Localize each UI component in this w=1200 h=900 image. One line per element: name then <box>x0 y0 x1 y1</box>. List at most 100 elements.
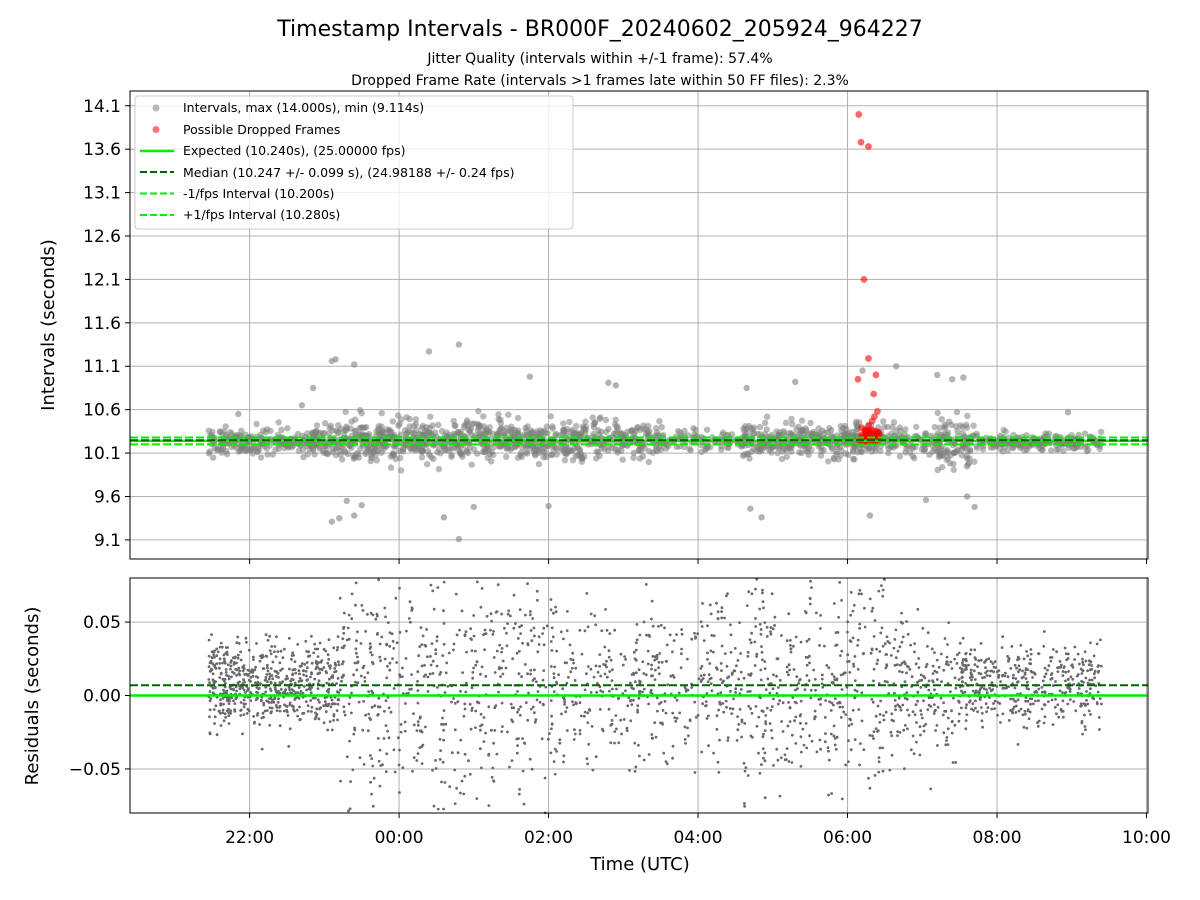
interval-point <box>423 424 430 431</box>
residual-point <box>1022 657 1026 661</box>
residual-point <box>818 644 821 647</box>
residual-point <box>945 655 949 659</box>
residual-point <box>759 632 763 636</box>
residual-point <box>510 759 514 762</box>
residual-point <box>231 670 234 674</box>
residual-point <box>443 691 447 694</box>
residual-point <box>475 797 479 800</box>
residual-point <box>799 713 803 716</box>
residual-point <box>894 704 897 708</box>
residual-point <box>1089 713 1092 716</box>
residual-point <box>723 652 727 655</box>
residual-point <box>444 671 448 675</box>
residual-point <box>803 688 807 692</box>
residual-point <box>316 647 320 651</box>
residual-point <box>273 645 277 648</box>
residual-point <box>852 665 856 668</box>
residual-point <box>382 737 386 740</box>
residual-point <box>933 651 936 654</box>
interval-point <box>263 445 270 452</box>
residual-point <box>979 672 983 676</box>
residual-point <box>549 640 553 643</box>
interval-point <box>943 456 950 463</box>
residual-point <box>672 639 676 642</box>
residual-point <box>770 729 773 732</box>
residual-point <box>969 668 973 672</box>
residual-point <box>604 608 607 611</box>
interval-point <box>343 497 350 505</box>
residual-point <box>288 701 292 705</box>
residual-point <box>885 663 888 666</box>
residual-point <box>491 766 495 770</box>
interval-point <box>484 454 491 462</box>
residual-point <box>991 662 995 665</box>
residual-point <box>628 681 632 685</box>
residual-point <box>313 642 317 646</box>
residual-point <box>357 700 361 704</box>
residual-point <box>903 680 907 683</box>
residual-point <box>291 651 295 655</box>
residual-point <box>802 743 806 747</box>
residual-point <box>1061 670 1065 673</box>
residual-point <box>1043 715 1047 719</box>
residual-point <box>378 655 382 659</box>
residual-point <box>310 661 314 665</box>
interval-point <box>450 417 457 425</box>
residual-point <box>875 662 879 666</box>
interval-point <box>652 446 660 454</box>
residual-point <box>363 676 367 679</box>
residual-point <box>496 583 500 587</box>
residual-point <box>519 632 522 635</box>
residual-point <box>934 729 937 732</box>
residual-point <box>827 793 830 797</box>
interval-point <box>922 430 930 438</box>
residual-point <box>441 654 445 657</box>
residual-point <box>725 705 728 709</box>
residual-point <box>219 672 223 676</box>
residual-point <box>884 666 888 670</box>
interval-point <box>718 446 725 453</box>
residual-point <box>872 737 875 740</box>
residual-point <box>407 617 411 620</box>
residual-point <box>633 680 637 684</box>
y-tick-label: 11.6 <box>83 314 121 334</box>
residual-point <box>263 709 267 713</box>
residual-point <box>336 702 340 706</box>
residual-point <box>398 748 401 752</box>
residual-point <box>404 657 408 660</box>
residual-point <box>649 690 653 694</box>
residual-point <box>289 691 292 694</box>
residual-point <box>325 704 328 707</box>
residual-point <box>1024 667 1028 670</box>
residual-point <box>985 691 989 695</box>
residual-point <box>233 702 237 705</box>
residual-point <box>274 704 278 707</box>
residual-point <box>823 716 827 719</box>
residual-point <box>1042 644 1046 648</box>
residual-point <box>871 606 875 610</box>
residual-point <box>702 639 706 642</box>
residual-point <box>379 659 382 663</box>
residual-point <box>1016 680 1020 684</box>
residual-point <box>266 666 269 670</box>
residual-point <box>287 745 291 748</box>
residual-point <box>1051 648 1055 651</box>
residual-point <box>374 617 378 621</box>
residual-point <box>932 703 936 706</box>
residual-point <box>720 610 723 613</box>
residual-point <box>392 647 396 650</box>
residual-point <box>1003 686 1007 690</box>
residual-point <box>710 689 714 693</box>
residual-point <box>487 753 490 757</box>
residual-point <box>1084 676 1088 680</box>
residual-point <box>729 633 733 637</box>
residual-point <box>684 689 688 693</box>
residual-point <box>224 671 228 674</box>
residual-point <box>291 668 295 672</box>
residual-point <box>327 638 331 642</box>
residual-point <box>333 667 337 670</box>
residual-point <box>638 679 641 683</box>
residual-point <box>896 734 899 737</box>
residual-point <box>1027 717 1031 721</box>
residual-point <box>317 661 321 664</box>
